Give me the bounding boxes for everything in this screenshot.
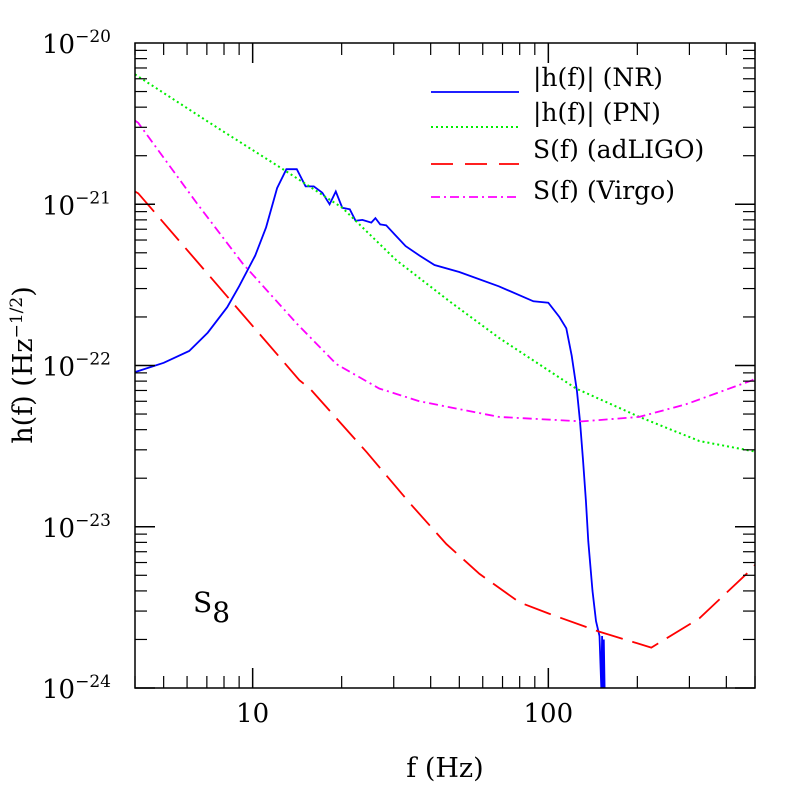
series-line-3 xyxy=(135,119,755,423)
legend-item-0: |h(f)| (NR) xyxy=(431,63,663,93)
legend-label: |h(f)| (NR) xyxy=(533,63,663,93)
y-tick-label: 10−23 xyxy=(42,511,111,544)
x-tick-label: 10 xyxy=(236,699,269,729)
curves xyxy=(135,73,755,688)
legend-item-2: S(f) (adLIGO) xyxy=(431,135,704,165)
tick-labels: 10 100 10−20 10−21 10−22 10−23 10−24 xyxy=(42,27,573,729)
legend-label: S(f) (Virgo) xyxy=(533,176,675,205)
series-line-1 xyxy=(135,73,755,453)
annotation-label: S8 xyxy=(193,586,230,629)
legend-item-1: |h(f)| (PN) xyxy=(431,98,661,128)
y-tick-label: 10−24 xyxy=(42,672,111,705)
legend-label: |h(f)| (PN) xyxy=(533,98,661,128)
legend-item-3: S(f) (Virgo) xyxy=(431,176,675,205)
y-tick-label: 10−20 xyxy=(42,27,111,60)
series-line-0 xyxy=(135,168,606,688)
y-tick-label: 10−21 xyxy=(42,188,111,221)
y-axis-label: h(f) (Hz−1/2) xyxy=(7,286,39,444)
x-axis-label: f (Hz) xyxy=(406,753,483,784)
legend-label: S(f) (adLIGO) xyxy=(533,135,704,164)
legend: |h(f)| (NR) |h(f)| (PN) S(f) (adLIGO) S(f) … xyxy=(431,63,704,205)
series-line-2 xyxy=(135,190,755,649)
axis-ticks xyxy=(134,43,756,689)
x-tick-label: 100 xyxy=(524,699,574,729)
plot-frame xyxy=(134,42,756,689)
y-tick-label: 10−22 xyxy=(42,350,111,383)
